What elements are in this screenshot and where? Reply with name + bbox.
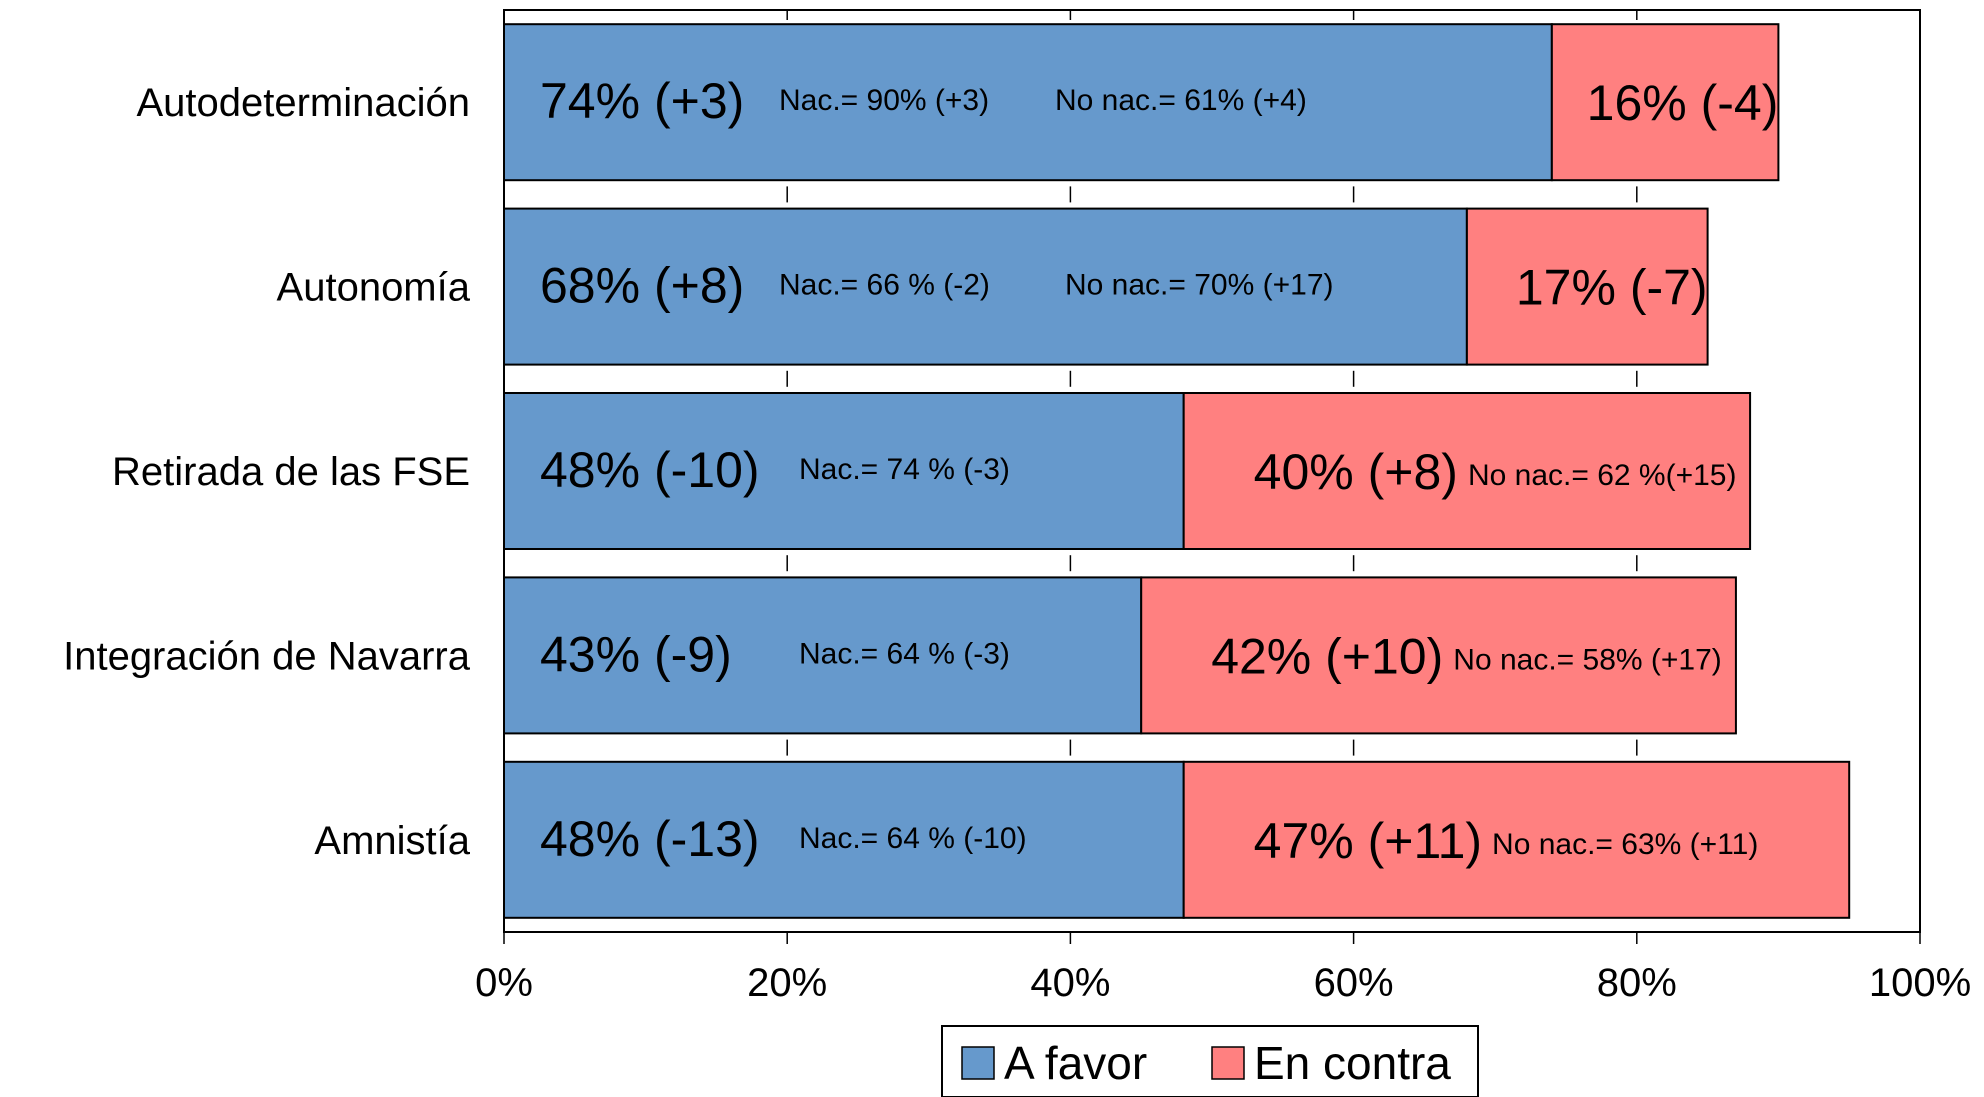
annotation-nac: Nac.= 66 % (-2) (779, 269, 990, 302)
legend-label-en-contra: En contra (1254, 1037, 1451, 1089)
category-label: Autodeterminación (136, 81, 470, 125)
x-tick-label: 80% (1597, 961, 1677, 1005)
bar-en-contra (1182, 392, 1752, 550)
category-label: Integración de Navarra (63, 634, 471, 678)
labels: 0% 20% 40% 60% 80% 100% Autodeterminación 74% (… (63, 73, 1971, 1005)
data-label-en-contra: 47% (+11) (1254, 813, 1482, 869)
bar-a-favor (503, 760, 1185, 919)
data-label-en-contra: 17% (-7) (1516, 260, 1708, 316)
bar-en-contra (1140, 576, 1737, 735)
category-label: Amnistía (314, 819, 470, 863)
bar-a-favor (503, 392, 1185, 550)
bar-a-favor (503, 207, 1468, 366)
bar-en-contra (1182, 760, 1851, 919)
x-tick-label: 60% (1314, 961, 1394, 1005)
bar-a-favor (503, 576, 1143, 735)
annotation-no-nac: No nac.= 61% (+4) (1055, 84, 1307, 117)
category-label: Retirada de las FSE (112, 450, 470, 494)
annotation-no-nac: No nac.= 63% (+11) (1492, 828, 1758, 861)
data-label-en-contra: 42% (+10) (1211, 628, 1443, 684)
category-label: Autonomía (277, 266, 471, 310)
data-label-a-favor: 74% (+3) (540, 73, 744, 129)
data-label-en-contra: 16% (-4) (1587, 75, 1779, 131)
data-label-a-favor: 68% (+8) (540, 258, 744, 314)
legend-swatch-en-contra (1211, 1046, 1245, 1080)
annotation-nac: Nac.= 74 % (-3) (799, 453, 1010, 486)
legend-label-a-favor: A favor (1004, 1037, 1147, 1089)
bar-en-contra (1550, 23, 1780, 182)
legend-swatch-a-favor (961, 1046, 995, 1080)
annotation-nac: Nac.= 64 % (-10) (799, 822, 1027, 855)
annotation-no-nac: No nac.= 62 %(+15) (1468, 459, 1737, 492)
legend: A favor En contra (941, 1025, 1479, 1097)
x-tick-label: 20% (747, 961, 827, 1005)
annotation-nac: Nac.= 64 % (-3) (799, 637, 1010, 670)
data-label-a-favor: 48% (-10) (540, 442, 760, 498)
legend-frame (941, 1025, 1479, 1097)
x-tick-label: 0% (475, 961, 533, 1005)
data-label-a-favor: 43% (-9) (540, 626, 732, 682)
data-label-a-favor: 48% (-13) (540, 811, 760, 867)
x-tick-label: 40% (1030, 961, 1110, 1005)
x-tick-label: 100% (1869, 961, 1971, 1005)
annotation-no-nac: No nac.= 70% (+17) (1065, 269, 1334, 302)
annotation-nac: Nac.= 90% (+3) (779, 84, 989, 117)
bar-en-contra (1465, 207, 1709, 366)
x-axis-ticks (503, 10, 1921, 944)
bars (503, 23, 1851, 919)
annotation-no-nac: No nac.= 58% (+17) (1453, 643, 1722, 676)
bar-a-favor (503, 23, 1553, 182)
data-label-en-contra: 40% (+8) (1254, 444, 1458, 500)
